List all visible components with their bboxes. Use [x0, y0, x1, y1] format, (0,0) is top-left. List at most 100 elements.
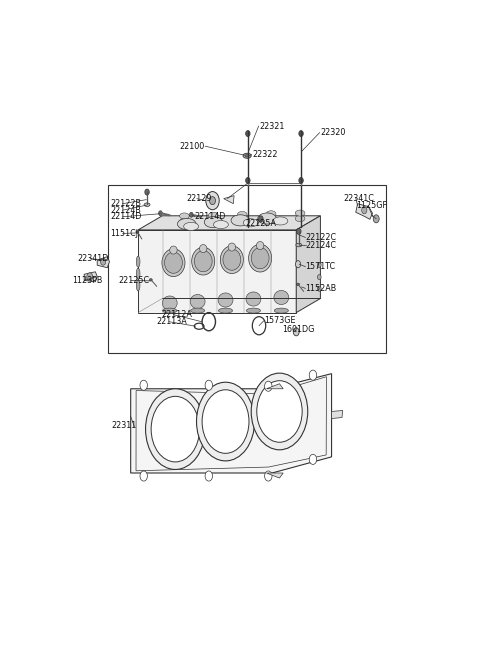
Ellipse shape: [200, 244, 207, 253]
Text: 1125GF: 1125GF: [356, 201, 387, 210]
Ellipse shape: [246, 292, 261, 306]
Ellipse shape: [163, 308, 177, 313]
Text: 22125C: 22125C: [119, 276, 150, 285]
Ellipse shape: [266, 216, 276, 222]
Ellipse shape: [317, 274, 321, 280]
Ellipse shape: [223, 249, 241, 271]
Ellipse shape: [194, 251, 212, 272]
Polygon shape: [131, 373, 332, 473]
Polygon shape: [84, 272, 97, 282]
Polygon shape: [332, 411, 343, 419]
Text: 1152AB: 1152AB: [305, 284, 337, 293]
Ellipse shape: [136, 269, 140, 279]
Ellipse shape: [220, 246, 243, 274]
Ellipse shape: [149, 278, 152, 281]
Ellipse shape: [218, 308, 233, 313]
Circle shape: [293, 328, 299, 336]
Polygon shape: [266, 384, 283, 389]
Circle shape: [87, 272, 93, 281]
Circle shape: [373, 215, 379, 223]
Circle shape: [206, 191, 219, 210]
Ellipse shape: [274, 290, 289, 305]
Ellipse shape: [228, 243, 236, 251]
Ellipse shape: [273, 217, 288, 225]
Text: 22125A: 22125A: [245, 219, 276, 229]
Text: 22321: 22321: [259, 122, 285, 130]
Circle shape: [202, 390, 249, 453]
Text: 22113A: 22113A: [156, 317, 188, 326]
Circle shape: [257, 381, 302, 442]
Ellipse shape: [162, 249, 185, 276]
Ellipse shape: [246, 308, 261, 313]
Text: 1123PB: 1123PB: [72, 276, 102, 285]
Polygon shape: [138, 230, 296, 312]
Ellipse shape: [245, 155, 249, 157]
Ellipse shape: [190, 295, 205, 309]
Ellipse shape: [218, 293, 233, 307]
Circle shape: [309, 370, 317, 380]
Circle shape: [210, 196, 216, 205]
Text: 22122C: 22122C: [305, 233, 336, 242]
Ellipse shape: [317, 286, 321, 291]
Text: 1573GE: 1573GE: [264, 316, 295, 325]
Ellipse shape: [136, 256, 140, 267]
Circle shape: [145, 189, 149, 195]
Polygon shape: [138, 215, 321, 230]
Circle shape: [296, 261, 300, 268]
Text: 22122B: 22122B: [110, 199, 141, 208]
Polygon shape: [296, 215, 321, 312]
Ellipse shape: [184, 222, 199, 231]
Circle shape: [151, 396, 200, 462]
Ellipse shape: [256, 242, 264, 250]
Circle shape: [246, 130, 250, 137]
Circle shape: [145, 389, 205, 470]
Bar: [108, 185, 385, 354]
Ellipse shape: [258, 213, 276, 224]
Circle shape: [264, 471, 272, 481]
Ellipse shape: [251, 248, 269, 269]
Circle shape: [299, 178, 303, 183]
Ellipse shape: [238, 212, 247, 217]
Circle shape: [205, 380, 213, 390]
Ellipse shape: [180, 219, 189, 225]
Polygon shape: [356, 204, 372, 219]
Circle shape: [158, 211, 162, 215]
Circle shape: [100, 258, 106, 265]
Circle shape: [259, 215, 263, 222]
Ellipse shape: [317, 263, 321, 267]
Polygon shape: [97, 257, 109, 268]
Text: 22114D: 22114D: [195, 212, 226, 221]
Circle shape: [190, 212, 193, 217]
Ellipse shape: [266, 211, 276, 217]
Circle shape: [297, 229, 301, 234]
Ellipse shape: [192, 248, 215, 275]
Circle shape: [196, 383, 254, 461]
Polygon shape: [266, 473, 283, 478]
Text: 22129: 22129: [186, 194, 212, 203]
Text: 22341C: 22341C: [344, 194, 374, 202]
Circle shape: [251, 373, 308, 450]
Ellipse shape: [208, 217, 218, 224]
Text: 1151CJ: 1151CJ: [110, 229, 138, 238]
Ellipse shape: [204, 217, 223, 228]
Text: 22100: 22100: [179, 141, 204, 151]
Circle shape: [205, 471, 213, 481]
Ellipse shape: [295, 215, 305, 221]
Ellipse shape: [243, 153, 251, 159]
Ellipse shape: [136, 280, 140, 291]
Ellipse shape: [274, 308, 288, 313]
Ellipse shape: [162, 296, 177, 310]
Text: 22320: 22320: [321, 128, 346, 137]
Text: 1601DG: 1601DG: [282, 325, 314, 334]
Ellipse shape: [170, 246, 177, 254]
Ellipse shape: [297, 283, 300, 286]
Circle shape: [264, 381, 272, 391]
Circle shape: [309, 455, 317, 464]
Polygon shape: [224, 196, 234, 204]
Ellipse shape: [191, 308, 204, 313]
Ellipse shape: [208, 212, 218, 218]
Circle shape: [362, 207, 367, 214]
Ellipse shape: [249, 244, 272, 272]
Circle shape: [246, 178, 250, 183]
Ellipse shape: [165, 252, 182, 273]
